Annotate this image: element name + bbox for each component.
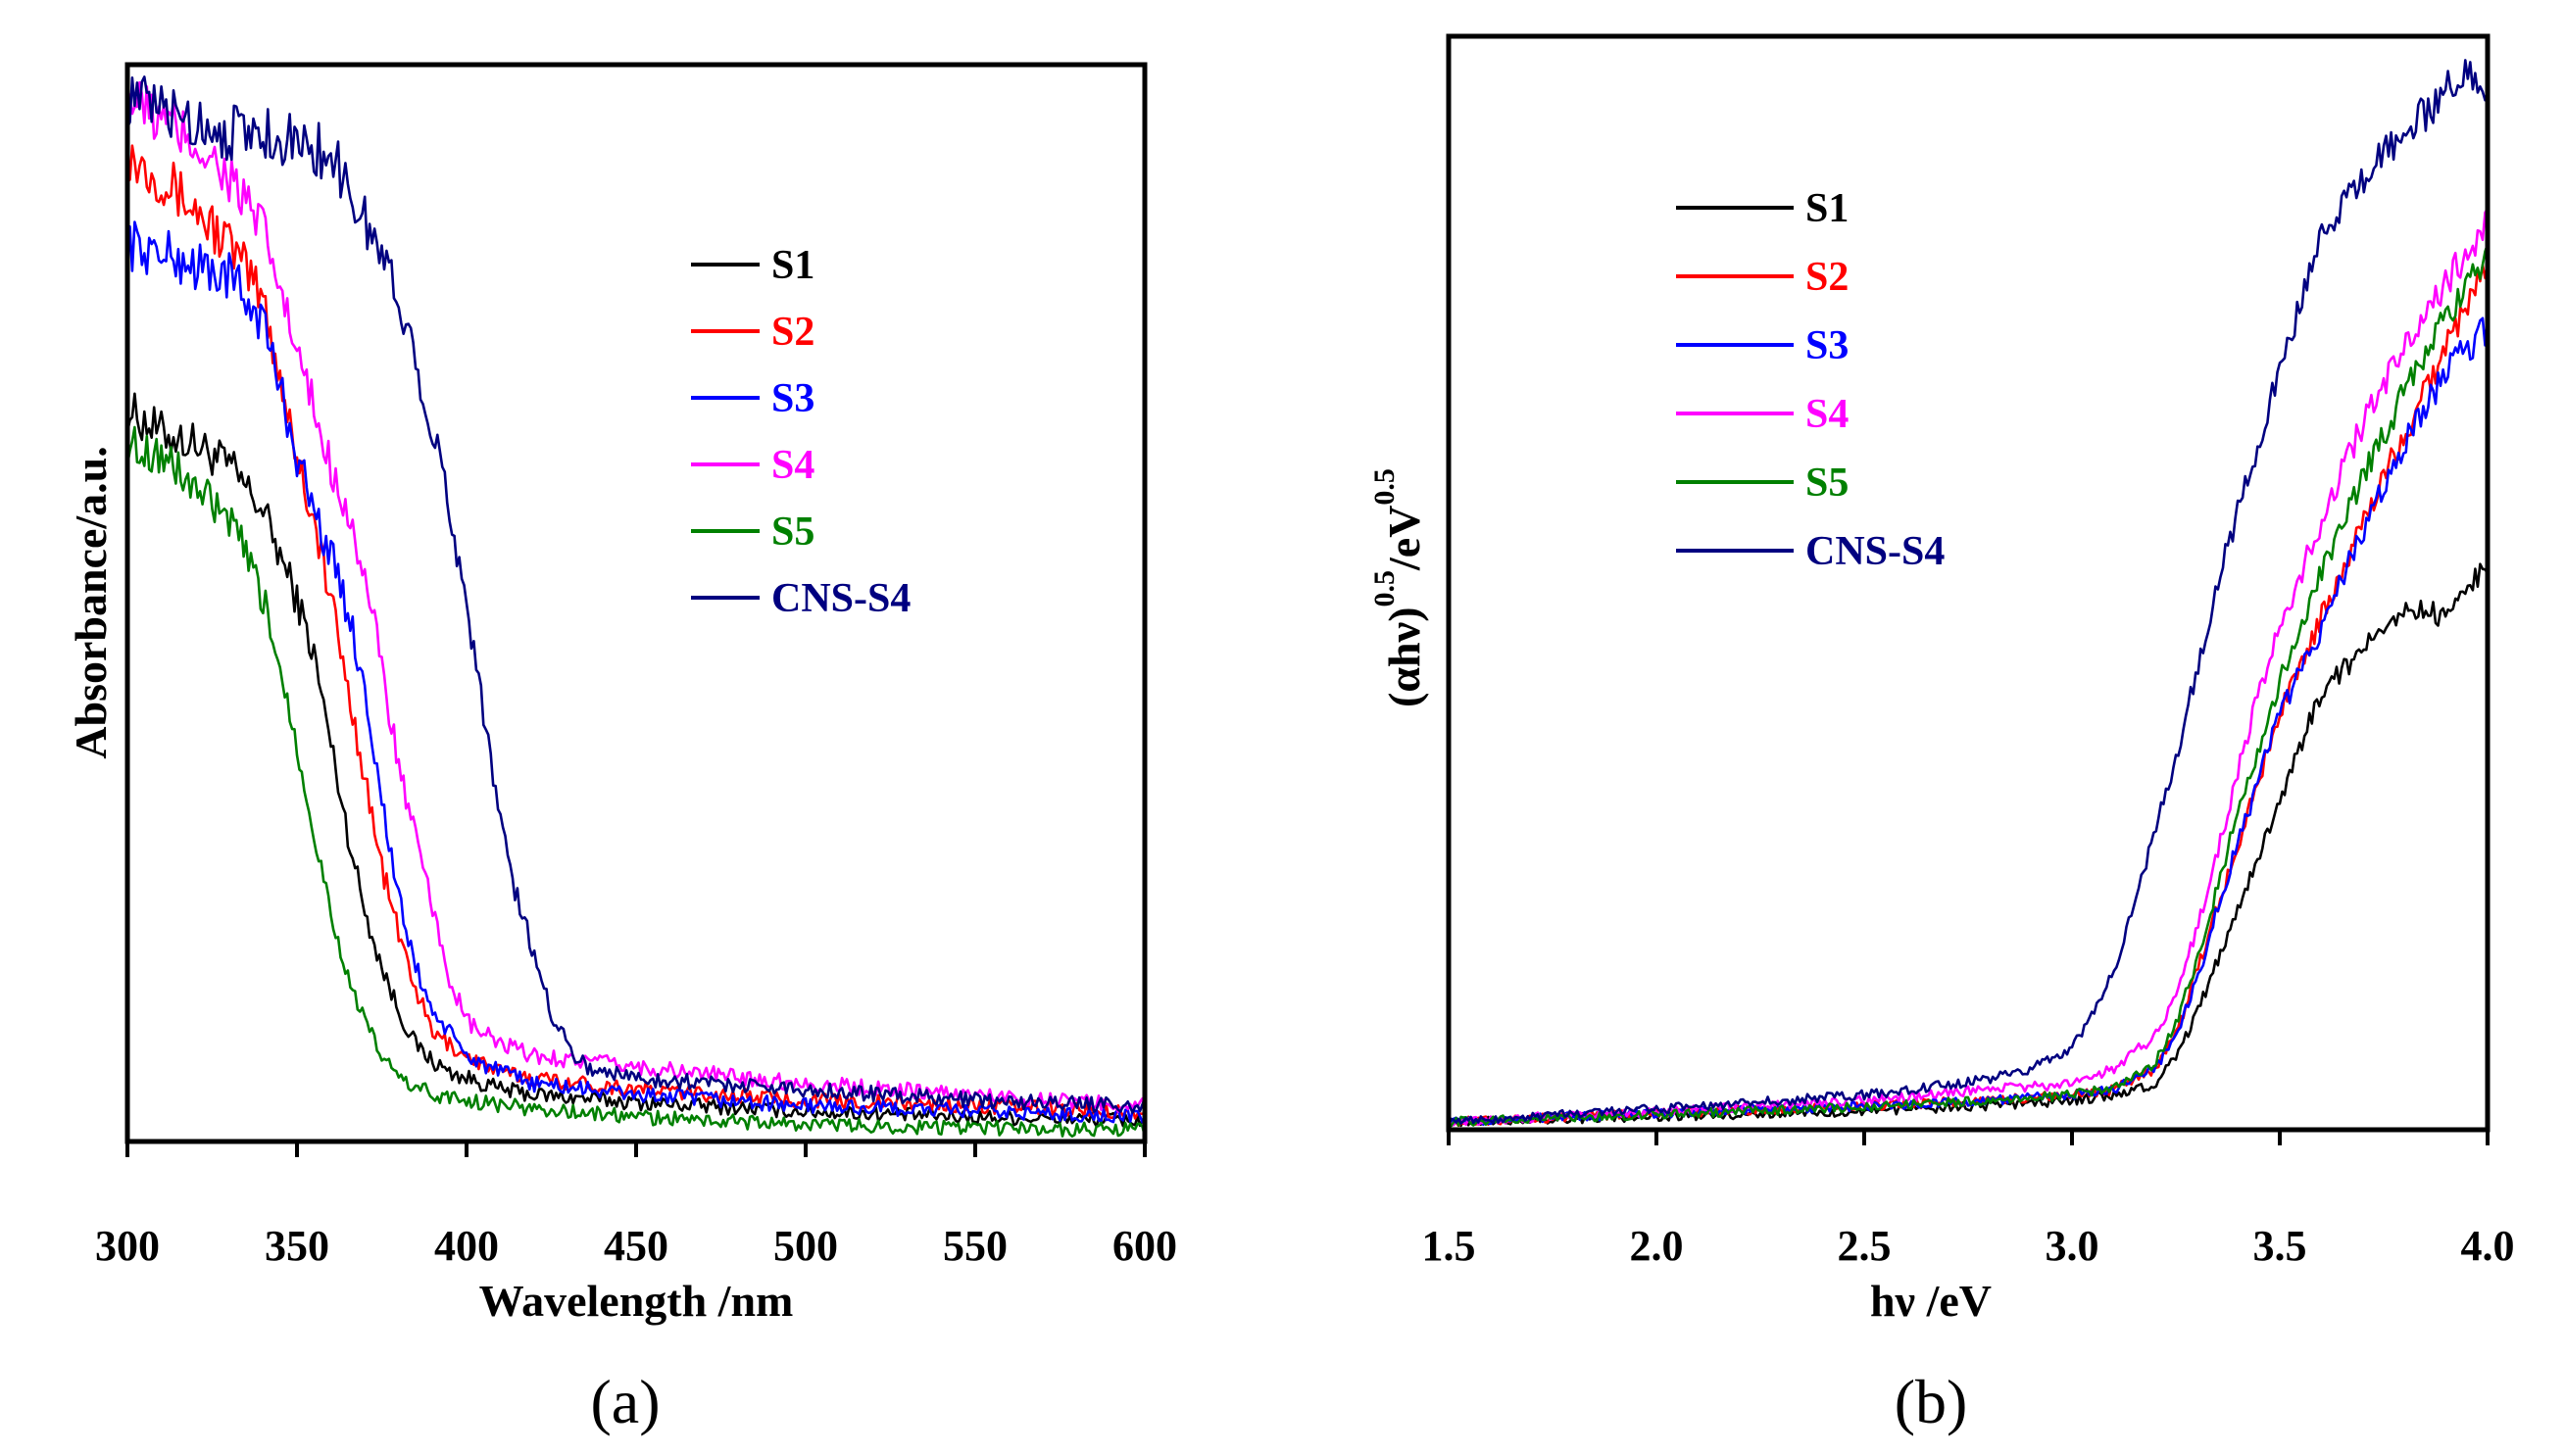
panel-a-series-cns-s4 [125,75,1147,1114]
panel-a-series-group [125,75,1147,1138]
panel-a-x-tick-label: 300 [95,1222,160,1270]
panel-a-x-tick-label: 400 [434,1222,499,1270]
svg-text:(αhν)0.5/eV0.5: (αhν)0.5/eV0.5 [1368,468,1429,707]
panel-b-legend-label-s3: S3 [1805,323,1849,368]
panel-b-label: (b) [1895,1367,1968,1436]
panel-b-series-cns-s4 [1447,59,2490,1127]
panel-a-legend-label-s1: S1 [771,243,814,288]
panel-a-legend-label-s2: S2 [771,310,814,355]
panel-a-legend-label-s4: S4 [771,443,814,488]
panel-a-x-tick-label: 550 [943,1222,1008,1270]
panel-b-x-tick-label: 2.5 [1838,1222,1892,1270]
panel-b-x-axis-title: hν /eV [1870,1276,1992,1326]
panel-a-series-s2 [126,144,1146,1120]
panel-a-x-tick-label: 450 [604,1222,668,1270]
panel-b-legend-label-cns-s4: CNS-S4 [1805,529,1945,574]
panel-b-chart: 1.5 2.0 2.5 3.0 3.5 4.0 hν /eV (αhν)0.5/eV0.5… [1368,33,2515,1436]
panel-a-series-s3 [125,220,1146,1124]
panel-b-legend-label-s1: S1 [1805,186,1849,231]
panel-a-x-axis-title: Wavelength /nm [479,1276,794,1326]
panel-a-legend-label-s3: S3 [771,376,814,421]
panel-a-chart: 300 350 400 450 500 550 600 Wavelength /nm Abs… [66,62,1177,1436]
panel-b-x-tick-label: 4.0 [2461,1222,2515,1270]
panel-b-legend-label-s2: S2 [1805,255,1849,300]
panel-b-series-s4 [1448,208,2490,1127]
panel-b-series-s5 [1448,243,2490,1128]
panel-a-x-ticks: 300 350 400 450 500 550 600 [95,1141,1177,1270]
panel-a-plot-frame [124,62,1148,1144]
panel-b-legend-label-s5: S5 [1805,461,1849,506]
panel-b-y-axis-exp-1: 0.5 [1368,570,1401,607]
panel-b-x-tick-label: 3.5 [2253,1222,2307,1270]
panel-b-series-group [1447,59,2490,1128]
panel-b-legend: S1 S2 S3 S4 S5 CNS-S4 [1676,186,1945,574]
panel-a-label: (a) [590,1367,660,1436]
panel-b-plot-frame [1446,33,2491,1133]
panel-a-series-s4 [125,80,1147,1113]
panel-a-x-tick-label: 600 [1112,1222,1177,1270]
panel-b-series-s2 [1447,264,2489,1128]
panel-a-x-tick-label: 500 [773,1222,838,1270]
panel-b-x-ticks: 1.5 2.0 2.5 3.0 3.5 4.0 [1422,1130,2515,1270]
panel-b-x-tick-label: 1.5 [1422,1222,1476,1270]
panel-a-legend-label-cns-s4: CNS-S4 [771,576,911,621]
panel-b-x-tick-label: 3.0 [2046,1222,2099,1270]
panel-a-legend-label-s5: S5 [771,510,814,555]
panel-a-y-axis-title: Absorbance/a.u. [66,446,116,758]
panel-a-series-s1 [125,392,1146,1128]
panel-a-x-tick-label: 350 [265,1222,329,1270]
panel-b-y-axis-exp-2: 0.5 [1368,468,1401,506]
panel-b-x-tick-label: 2.0 [1630,1222,1684,1270]
panel-b-legend-label-s4: S4 [1805,392,1849,437]
panel-b-series-s1 [1449,562,2490,1128]
panel-b-y-axis-title: (αhν)0.5/eV0.5 [1368,468,1429,707]
panel-b-y-axis-unit: /eV [1379,506,1429,571]
panel-a-series-s5 [125,425,1147,1138]
panel-a-legend: S1 S2 S3 S4 S5 CNS-S4 [691,243,911,621]
panel-b-series-s3 [1447,314,2490,1127]
panel-b-y-axis-main: (αhν) [1379,607,1429,706]
